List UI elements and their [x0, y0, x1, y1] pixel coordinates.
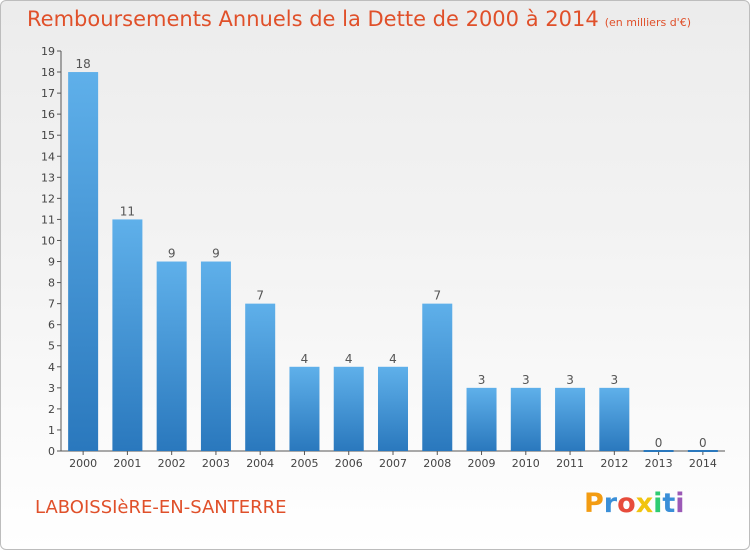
y-tick-label: 16: [41, 108, 55, 121]
bar-value-label: 18: [75, 57, 90, 71]
y-tick-label: 5: [48, 340, 55, 353]
chart-title-text: Remboursements Annuels de la Dette de 20…: [27, 7, 599, 31]
bar-value-label: 3: [566, 373, 574, 387]
y-tick-label: 18: [41, 66, 55, 79]
bar-value-label: 9: [212, 247, 220, 261]
y-tick-label: 14: [41, 150, 55, 163]
logo-letter: x: [635, 488, 654, 519]
y-tick-label: 19: [41, 45, 55, 58]
bar-value-label: 11: [120, 204, 135, 218]
y-tick-label: 6: [48, 319, 55, 332]
bar-value-label: 4: [389, 352, 397, 366]
proxiti-logo[interactable]: Proxiti: [584, 488, 685, 519]
bar: [422, 303, 453, 451]
x-tick-label: 2003: [202, 457, 230, 470]
bar: [466, 387, 497, 451]
x-tick-label: 2011: [556, 457, 584, 470]
bar: [555, 387, 586, 451]
x-tick-label: 2007: [379, 457, 407, 470]
chart-unit: (en milliers d'€): [604, 16, 691, 29]
bar-value-label: 0: [655, 436, 663, 450]
bar: [378, 366, 408, 451]
x-tick-label: 2012: [600, 457, 628, 470]
bar: [510, 387, 541, 451]
y-tick-label: 8: [48, 277, 55, 290]
bar-value-label: 4: [301, 352, 309, 366]
y-tick-label: 13: [41, 171, 55, 184]
y-tick-label: 17: [41, 87, 55, 100]
bar: [156, 261, 187, 451]
y-tick-label: 9: [48, 256, 55, 269]
y-tick-label: 1: [48, 424, 55, 437]
x-tick-label: 2009: [468, 457, 496, 470]
chart-bars: 18 11 9 9 7 4 4 4 7 3 3 3 3 0 0: [68, 57, 718, 452]
y-tick-label: 3: [48, 382, 55, 395]
logo-letter: P: [584, 488, 604, 519]
y-tick-label: 4: [48, 361, 55, 374]
x-tick-label: 2008: [423, 457, 451, 470]
y-tick-label: 12: [41, 192, 55, 205]
x-tick-label: 2000: [69, 457, 97, 470]
bar-value-label: 4: [345, 352, 353, 366]
bar-value-label: 3: [522, 373, 530, 387]
x-tick-label: 2004: [246, 457, 274, 470]
logo-letter: i: [653, 488, 663, 519]
y-tick-label: 2: [48, 403, 55, 416]
bar-value-label: 7: [256, 289, 264, 303]
bar: [112, 219, 143, 451]
x-tick-label: 2002: [158, 457, 186, 470]
bar-value-label: 3: [478, 373, 486, 387]
bar-value-label: 3: [611, 373, 619, 387]
bar: [333, 366, 364, 451]
bar: [68, 72, 99, 451]
bar: [289, 366, 320, 451]
x-tick-label: 2013: [645, 457, 673, 470]
x-tick-label: 2005: [290, 457, 318, 470]
y-tick-label: 7: [48, 298, 55, 311]
bar: [245, 303, 276, 451]
x-tick-label: 2001: [113, 457, 141, 470]
commune-name: LABOISSIèRE-EN-SANTERRE: [35, 497, 287, 518]
bar: [599, 387, 630, 451]
logo-letter: i: [675, 488, 685, 519]
bar: [200, 261, 231, 451]
y-tick-label: 15: [41, 129, 55, 142]
logo-letter: o: [617, 488, 636, 519]
y-tick-label: 0: [48, 445, 55, 458]
bar-value-label: 9: [168, 247, 176, 261]
x-tick-label: 2014: [689, 457, 717, 470]
logo-letter: r: [603, 488, 618, 519]
x-tick-label: 2010: [512, 457, 540, 470]
chart-title: Remboursements Annuels de la Dette de 20…: [27, 7, 691, 31]
y-tick-label: 10: [41, 234, 55, 247]
y-tick-label: 11: [41, 213, 55, 226]
x-tick-label: 2006: [335, 457, 363, 470]
logo-letter: t: [662, 488, 676, 519]
bar-value-label: 7: [433, 289, 441, 303]
bar-value-label: 0: [699, 436, 707, 450]
